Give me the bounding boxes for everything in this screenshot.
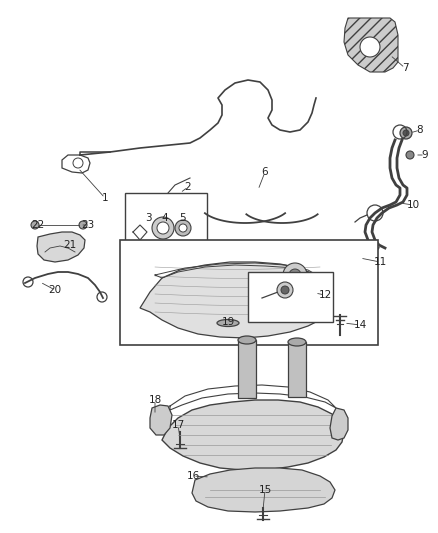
Text: 11: 11 xyxy=(373,257,387,267)
Circle shape xyxy=(179,224,187,232)
Bar xyxy=(125,193,207,245)
Ellipse shape xyxy=(217,319,239,327)
Text: 10: 10 xyxy=(406,200,420,210)
Ellipse shape xyxy=(288,338,306,346)
Text: 8: 8 xyxy=(417,125,423,135)
Text: 15: 15 xyxy=(258,485,272,495)
Text: 12: 12 xyxy=(318,290,332,300)
Circle shape xyxy=(289,269,301,281)
Polygon shape xyxy=(150,405,172,435)
Text: 17: 17 xyxy=(171,420,185,430)
Circle shape xyxy=(281,286,289,294)
Text: 14: 14 xyxy=(353,320,367,330)
Circle shape xyxy=(403,130,409,136)
Circle shape xyxy=(175,220,191,236)
Text: 20: 20 xyxy=(49,285,62,295)
Text: 23: 23 xyxy=(81,220,95,230)
Text: 18: 18 xyxy=(148,395,162,405)
Polygon shape xyxy=(344,18,398,72)
Circle shape xyxy=(31,221,39,229)
Text: 21: 21 xyxy=(64,240,77,250)
Polygon shape xyxy=(192,468,335,512)
Circle shape xyxy=(283,263,307,287)
Text: 3: 3 xyxy=(145,213,151,223)
Circle shape xyxy=(152,217,174,239)
Bar xyxy=(120,240,378,345)
Circle shape xyxy=(79,221,87,229)
Text: 16: 16 xyxy=(187,471,200,481)
Text: 1: 1 xyxy=(102,193,108,203)
Text: 7: 7 xyxy=(402,63,408,73)
Text: 4: 4 xyxy=(162,213,168,223)
Ellipse shape xyxy=(238,336,256,344)
Bar xyxy=(248,272,333,322)
Circle shape xyxy=(400,127,412,139)
Circle shape xyxy=(157,222,169,234)
Polygon shape xyxy=(330,408,348,440)
Text: 22: 22 xyxy=(32,220,45,230)
Bar xyxy=(288,342,306,397)
Text: 2: 2 xyxy=(185,182,191,192)
Circle shape xyxy=(277,282,293,298)
Polygon shape xyxy=(37,232,85,262)
Text: 19: 19 xyxy=(221,317,235,327)
Polygon shape xyxy=(162,400,344,470)
Text: 9: 9 xyxy=(422,150,428,160)
Circle shape xyxy=(360,37,380,57)
Circle shape xyxy=(406,151,414,159)
Text: 6: 6 xyxy=(261,167,268,177)
Text: 5: 5 xyxy=(180,213,186,223)
Bar xyxy=(238,340,256,398)
Polygon shape xyxy=(140,262,332,338)
